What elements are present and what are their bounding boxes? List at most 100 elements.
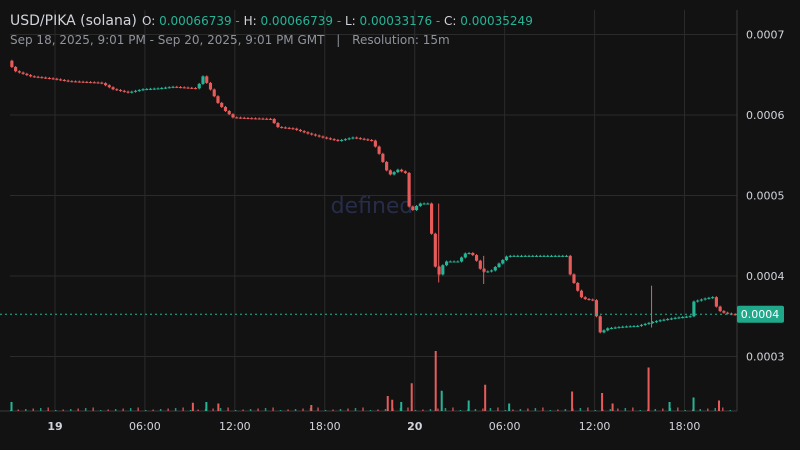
candle-body xyxy=(55,78,59,80)
volume-bar xyxy=(410,383,413,411)
volume-bar xyxy=(459,410,462,411)
volume-bar xyxy=(114,409,117,411)
candle-body xyxy=(726,312,730,314)
candle-body xyxy=(268,118,273,120)
volume-bar xyxy=(718,400,721,411)
close-value: 0.00035249 xyxy=(460,14,533,28)
candle-body xyxy=(261,118,265,120)
volume-bar xyxy=(182,407,184,411)
candle-body xyxy=(658,320,662,322)
low-label: L: xyxy=(344,14,356,28)
last-price-badge: 0.0004 xyxy=(737,305,784,323)
volume-bar xyxy=(272,407,274,411)
price-tick-label: 0.0006 xyxy=(746,109,785,122)
time-tick-label: 12:00 xyxy=(579,420,611,433)
candle-body xyxy=(62,79,66,81)
candle-body xyxy=(478,260,482,269)
volume-bar xyxy=(242,409,244,411)
candle-body xyxy=(152,88,156,90)
candle-body xyxy=(643,323,647,325)
candle-body xyxy=(602,330,606,333)
volume-bar xyxy=(84,408,87,411)
candle-body xyxy=(501,260,505,264)
candle-body xyxy=(459,257,464,262)
candle-body xyxy=(36,76,40,78)
candle-body xyxy=(242,117,246,119)
candle-body xyxy=(145,89,149,91)
candle-body xyxy=(10,60,14,67)
candle-body xyxy=(257,118,261,120)
volume-bar xyxy=(440,390,443,411)
volume-bar xyxy=(594,410,597,411)
volume-bar xyxy=(159,409,162,411)
volume-bar xyxy=(722,407,724,411)
candle-body xyxy=(628,326,632,328)
candle-body xyxy=(403,171,407,173)
volume-bar xyxy=(677,407,679,411)
volume-bar xyxy=(692,397,695,411)
candle-body xyxy=(576,282,580,291)
candle-body xyxy=(343,139,347,141)
volume-bar xyxy=(347,408,349,411)
candle-body xyxy=(235,117,239,119)
candle-body xyxy=(96,82,100,84)
resolution-label: Resolution: 15m xyxy=(352,33,450,47)
volume-bar xyxy=(497,407,499,411)
volume-bar xyxy=(332,409,334,411)
candle-body xyxy=(523,255,527,257)
volume-bar xyxy=(609,409,612,411)
high-label: H: xyxy=(243,14,257,28)
volume-bar xyxy=(384,409,387,411)
candle-body xyxy=(366,139,370,141)
candle-body xyxy=(722,311,726,313)
candle-body xyxy=(684,316,688,318)
volume-bar xyxy=(654,409,657,411)
volume-bar xyxy=(137,407,139,411)
candle-body xyxy=(201,76,205,84)
candle-body xyxy=(253,118,258,120)
candle-body xyxy=(583,297,587,299)
volume-bar xyxy=(212,408,214,411)
candle-body xyxy=(621,326,625,328)
candle-body xyxy=(497,263,501,267)
candle-body xyxy=(306,132,310,134)
candle-body xyxy=(302,131,306,133)
candle-body xyxy=(681,317,685,319)
volume-bar xyxy=(369,410,372,411)
candle-body xyxy=(647,322,651,324)
candle-body xyxy=(130,91,134,93)
candle-body xyxy=(456,261,460,263)
candle-body xyxy=(85,81,89,83)
candle-body xyxy=(81,81,85,83)
price-axis-labels: 0.0003 0.0004 0.0005 0.0006 0.0007 xyxy=(746,29,785,364)
candle-body xyxy=(283,127,288,129)
volume-bar xyxy=(489,408,492,411)
candle-body xyxy=(504,256,509,261)
candle-body xyxy=(44,77,48,79)
candle-body xyxy=(205,76,209,83)
candle-body xyxy=(182,87,186,89)
candle-body xyxy=(669,318,673,320)
candle-body xyxy=(639,324,644,326)
volume-bar xyxy=(317,407,319,411)
candle-body xyxy=(445,261,449,266)
volume-bar xyxy=(39,408,42,411)
price-tick-label: 0.0005 xyxy=(746,190,785,203)
candle-body xyxy=(223,106,228,111)
volume-bar xyxy=(219,408,222,411)
candle-body xyxy=(310,133,314,135)
volume-bar xyxy=(279,410,282,411)
candle-body xyxy=(489,270,494,272)
candle-body xyxy=(325,137,329,139)
time-tick-label: 20 xyxy=(407,420,423,433)
volume-bar xyxy=(69,409,72,411)
candle-body xyxy=(77,81,81,83)
volume-bar xyxy=(167,408,169,411)
candle-body xyxy=(47,77,51,79)
candle-body xyxy=(572,274,576,283)
candle-body xyxy=(14,66,18,72)
candle-body xyxy=(370,140,374,142)
volume-bar xyxy=(294,409,297,411)
